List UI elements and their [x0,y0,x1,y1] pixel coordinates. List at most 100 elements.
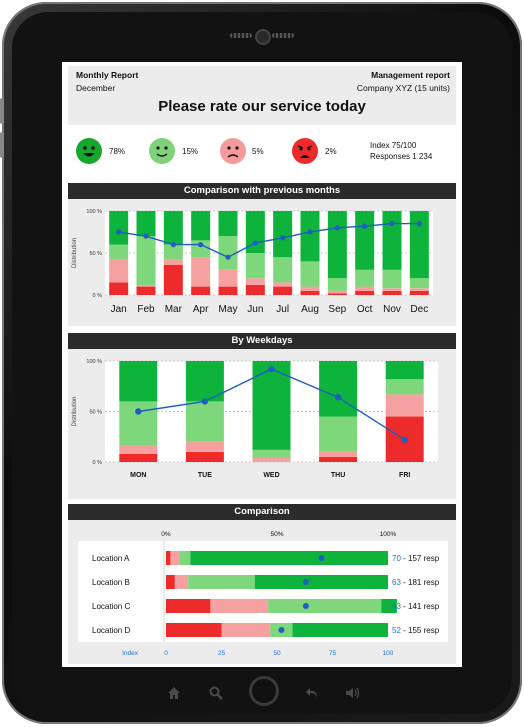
bar-segment-bad [163,259,183,265]
x-tick-label: TUE [198,472,212,479]
bar-segment-very-good [327,211,347,279]
bar-segment-very-good [191,211,211,241]
x-tick-label: MON [130,472,146,479]
report-header: Monthly Report December Management repor… [68,66,456,125]
bar-segment-good [136,236,156,285]
sad-face-icon [219,137,247,165]
response-count: - 141 resp [401,602,440,611]
bar-segment-good [300,261,320,287]
bar-segment-very-good [254,575,388,589]
index-point [143,233,149,239]
bar-segment-very-bad [382,290,402,295]
bar-segment-bad [355,286,375,291]
index-tick-label: 50 [273,650,281,657]
index-value: 63 [392,578,401,587]
bar-segment-good [109,244,129,260]
x-tick-label: Feb [137,304,155,315]
bar-segment-very-bad [163,264,183,295]
location-index-text: 70 - 157 resp [392,554,440,563]
index-point [135,408,142,415]
locations-panel-title: Comparison [68,504,456,520]
bar-segment-very-bad [119,453,158,462]
bar-segment-bad [300,286,320,291]
bar-segment-good [268,599,382,613]
bar-segment-very-good [190,551,388,565]
location-index-text: 63 - 181 resp [392,578,440,587]
bar-segment-bad [109,259,129,283]
bar-segment-bad [327,290,347,294]
y-tick-label: 0 % [93,293,103,299]
bar-segment-bad [319,451,358,457]
weekdays-panel: By Weekdays 100 % 50 % 0 % Distribution MON T… [68,333,456,499]
home-nav-icon[interactable] [166,685,182,701]
x-tick-label: Apr [193,304,209,315]
index-value: 70 [392,554,401,563]
bar-segment-good [355,269,375,287]
y-tick-label: 0 % [93,460,103,466]
x-tick-label: FRI [399,472,410,479]
report-period: December [76,83,116,93]
months-chart: 100 % 50 % 0 % Distribution Jan Feb Mar Apr May J… [72,209,433,315]
bar-segment-very-bad [218,286,238,295]
bar-segment-bad [221,623,271,637]
back-nav-icon[interactable] [304,685,320,701]
bar-segment-good [385,379,424,395]
index-point [302,579,309,585]
index-point [252,240,258,246]
bar-segment-bad [170,551,180,565]
camera-icon [255,29,271,45]
speaker-grille-right [272,33,294,38]
index-point [401,436,408,443]
index-tick-label: 25 [218,650,226,657]
y-tick-label: 50 % [89,410,102,416]
x-tick-label: Dec [410,304,428,315]
search-nav-icon[interactable] [208,685,224,701]
index-point [334,225,340,231]
bar-segment-very-bad [166,551,171,565]
very-good-percent: 78% [109,147,126,156]
x-tick-label: Jul [276,304,289,315]
location-index-text: 52 - 155 resp [392,626,440,635]
bar-segment-very-bad [185,451,224,462]
x-tick-label: THU [331,472,345,479]
very-sad-face-icon [291,137,319,165]
response-count: - 181 resp [401,578,440,587]
bar-segment-very-good [163,211,183,245]
bar-segment-very-good [292,623,388,637]
bar-segment-very-good [355,211,375,270]
home-button[interactable] [249,676,279,706]
volume-nav-icon[interactable] [344,685,362,701]
index-point [280,235,286,241]
bar-segment-good [188,575,255,589]
very-happy-face-icon [75,137,103,165]
index-point [334,394,342,401]
x-tick-label: Oct [357,304,373,315]
location-label: Location B [92,578,130,587]
bar-segment-bad [245,278,265,285]
bar-segment-bad [174,575,189,589]
locations-panel: Comparison 0% 50% 100% 0 25 50 75 100 Index Locat… [68,504,456,664]
index-point [268,365,275,373]
volume-button [0,98,4,124]
bar-segment-very-good [381,599,397,613]
bar-segment-very-bad [166,623,222,637]
x-tick-label: Aug [301,304,319,315]
location-index-text: 63 - 141 resp [392,602,440,611]
weekdays-chart: 100 % 50 % 0 % Distribution MON TUE WED THU FRI [72,359,438,479]
bar-segment-very-bad [191,286,211,295]
top-tick-label: 0% [161,531,171,538]
bar-segment-good [327,278,347,291]
index-point [198,242,204,248]
index-line [118,222,420,258]
x-tick-label: Mar [165,304,183,315]
index-value: 52 [392,626,401,635]
responses-summary: Responses 1 234 [370,152,433,161]
top-tick-label: 100% [380,531,397,538]
index-tick-label: 0 [164,650,168,657]
volume-button-2 [0,132,4,158]
bar-segment-very-bad [409,290,429,295]
bar-segment-bad [191,257,211,287]
location-label: Location C [92,602,130,611]
bar-segment-good [252,449,291,458]
location-label: Location A [92,554,130,563]
